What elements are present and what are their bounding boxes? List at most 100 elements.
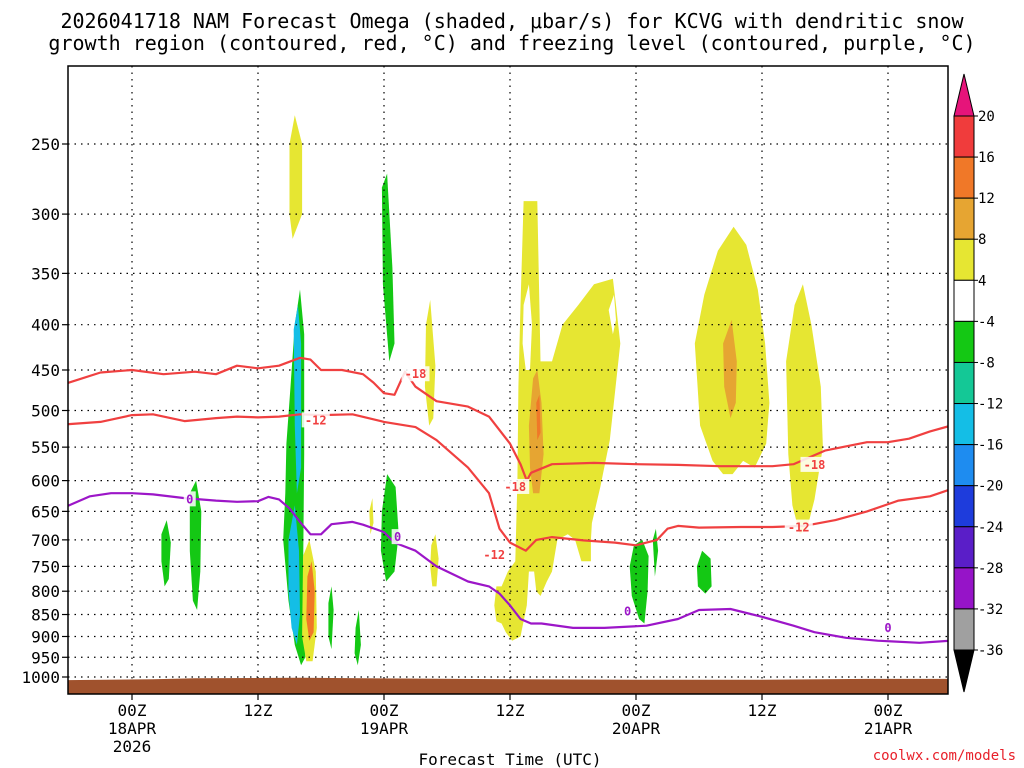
- contour-label-bg-3: [480, 546, 509, 562]
- colorbar-segment-8: [953, 444, 975, 487]
- colorbar-bottom-arrow: [953, 649, 975, 693]
- omega-region-16: [522, 284, 532, 370]
- colorbar-label-5: -4: [978, 314, 995, 330]
- x-tick-label-2-1: 00Z: [370, 701, 399, 720]
- colorbar-segment-11: [953, 567, 975, 610]
- x-tick-label-0-3: 2026: [113, 737, 152, 756]
- ground-layer: [68, 677, 948, 694]
- colorbar-label-3: 8: [978, 232, 986, 248]
- colorbar-label-9: -20: [978, 479, 1003, 495]
- y-tick-label-1000: 1000: [21, 668, 60, 687]
- contour-label-9: 0: [884, 621, 891, 635]
- contour-label-bg-1: [301, 412, 330, 428]
- y-tick-label-450: 450: [31, 361, 60, 380]
- x-tick-label-3-1: 12Z: [496, 701, 525, 720]
- omega-region-6: [328, 586, 334, 650]
- contour-label-bg-5: [784, 519, 813, 535]
- y-tick-label-700: 700: [31, 531, 60, 550]
- omega-region-12: [430, 534, 439, 587]
- x-tick-label-2-2: 19APR: [360, 719, 409, 738]
- y-tick-label-350: 350: [31, 264, 60, 283]
- contour-line--18-0: [68, 356, 948, 482]
- contour-label-4: -18: [804, 458, 826, 472]
- colorbar-label-0: 20: [978, 109, 995, 125]
- y-tick-label-900: 900: [31, 627, 60, 646]
- y-tick-label-250: 250: [31, 135, 60, 154]
- y-axis-ticks: 250 300 350 400 450 500 550 600 650 700 750 800 850 9…: [21, 135, 68, 687]
- contour-label-0: -18: [405, 367, 427, 381]
- y-tick-label-800: 800: [31, 582, 60, 601]
- contour-line-0-2: [68, 492, 948, 644]
- colorbar-segment-3: [953, 238, 975, 281]
- chart-title-line-2: growth region (contoured, red, °C) and f…: [48, 31, 975, 55]
- contour-label-bg-4: [800, 456, 829, 472]
- contour-label-8: 0: [624, 604, 631, 618]
- plot-frame: [67, 65, 949, 695]
- colorbar-label-10: -24: [978, 520, 1003, 536]
- colorbar: 20 16 12 8 4 -4 -8 -12 -16 -20 -24 -28 -32 -36: [953, 73, 1003, 693]
- contour-label-3: -12: [483, 548, 505, 562]
- y-tick-label-600: 600: [31, 472, 60, 491]
- x-tick-label-0-2: 18APR: [108, 719, 157, 738]
- x-tick-label-1-1: 12Z: [244, 701, 273, 720]
- y-tick-label-500: 500: [31, 402, 60, 421]
- colorbar-label-2: 12: [978, 191, 995, 207]
- y-tick-label-650: 650: [31, 502, 60, 521]
- colorbar-label-1: 16: [978, 150, 995, 166]
- omega-region-8: [369, 498, 374, 535]
- omega-shading-layer: [161, 115, 823, 666]
- contour-label-2: -18: [504, 480, 526, 494]
- contour-label-1: -12: [305, 413, 327, 427]
- omega-region-9: [381, 173, 395, 362]
- credit-text: coolwx.com/models: [873, 748, 1016, 764]
- ground-surface: [68, 677, 948, 694]
- y-tick-label-300: 300: [31, 205, 60, 224]
- contour-label-bg-6: [183, 491, 196, 507]
- colorbar-segment-7: [953, 403, 975, 446]
- colorbar-label-7: -12: [978, 397, 1003, 413]
- colorbar-label-11: -28: [978, 561, 1003, 577]
- colorbar-label-4: 4: [978, 273, 986, 289]
- y-tick-label-400: 400: [31, 316, 60, 335]
- omega-region-19: [536, 394, 541, 441]
- contour-label-6: 0: [186, 492, 193, 506]
- contour-label-5: -12: [788, 521, 810, 535]
- contour-label-bg-9: [882, 619, 894, 635]
- colorbar-segment-4: [953, 279, 975, 322]
- y-tick-label-550: 550: [31, 438, 60, 457]
- colorbar-top-arrow: [953, 73, 975, 117]
- colorbar-label-6: -8: [978, 355, 995, 371]
- contour-label-bg-7: [391, 529, 404, 545]
- contour-labels: -18 -12 -18 -12 -18 -12 0 0 0 0: [183, 366, 894, 635]
- omega-region-24: [723, 319, 737, 419]
- x-tick-label-4-1: 00Z: [622, 701, 651, 720]
- chart-title-line-1: 2026041718 NAM Forecast Omega (shaded, μ…: [60, 9, 964, 33]
- omega-region-14: [189, 480, 202, 610]
- omega-region-2: [293, 305, 302, 494]
- contour-line--12-1: [68, 413, 948, 552]
- contour-label-bg-0: [401, 366, 430, 382]
- y-tick-label-950: 950: [31, 648, 60, 667]
- contour-layer: [68, 356, 948, 644]
- omega-region-22: [696, 550, 712, 594]
- omega-region-20: [629, 539, 649, 624]
- colorbar-segment-9: [953, 485, 975, 528]
- colorbar-segment-5: [953, 320, 975, 363]
- omega-region-0: [289, 115, 303, 239]
- omega-region-5: [306, 561, 315, 641]
- colorbar-label-8: -16: [978, 438, 1003, 454]
- x-tick-label-5-1: 12Z: [748, 701, 777, 720]
- gridlines: [68, 66, 948, 694]
- colorbar-label-12: -32: [978, 602, 1003, 618]
- colorbar-segment-10: [953, 526, 975, 569]
- contour-label-bg-2: [501, 478, 530, 494]
- x-tick-label-4-2: 20APR: [612, 719, 661, 738]
- colorbar-segment-2: [953, 197, 975, 240]
- contour-label-7: 0: [394, 530, 401, 544]
- omega-region-18: [528, 370, 544, 494]
- omega-region-13: [161, 520, 171, 587]
- colorbar-segment-1: [953, 156, 975, 199]
- x-tick-label-6-2: 21APR: [864, 719, 913, 738]
